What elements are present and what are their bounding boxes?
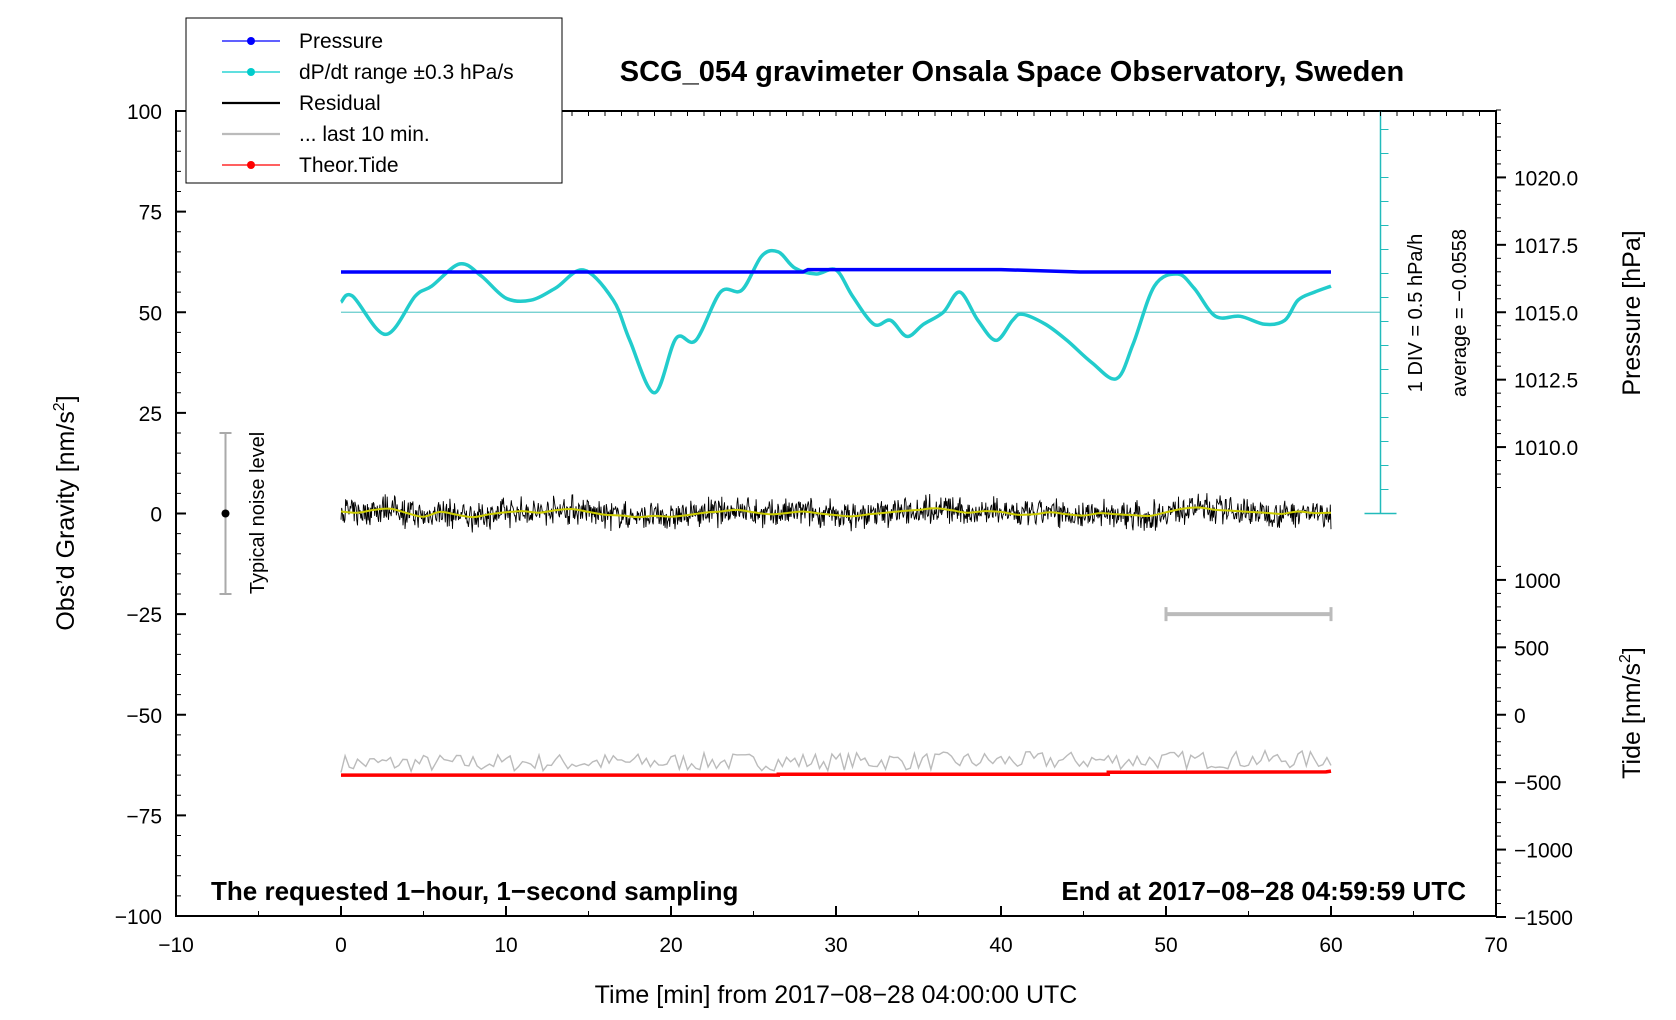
x-tick-label: 30	[824, 934, 847, 957]
pressure-tick-label: 1012.5	[1514, 370, 1578, 393]
tide-tick-label: 0	[1514, 705, 1526, 728]
y-tick-label: 50	[139, 302, 162, 325]
tide-series-line	[341, 769, 1332, 777]
noise-level-indicator	[219, 432, 232, 595]
pressure-tick-label: 1010.0	[1514, 437, 1578, 460]
last-10-min-bracket	[1164, 607, 1333, 622]
y-tick-label: 25	[139, 403, 162, 426]
pressure-tick-label: 1020.0	[1514, 167, 1578, 190]
tide-axis: 1000 500 0 −500 −1000 −1500	[1496, 565, 1573, 930]
tide-tick-label: −1000	[1514, 840, 1573, 863]
tide-tick-label: −500	[1514, 772, 1561, 795]
y-tick-label: −50	[126, 705, 162, 728]
legend-label: ... last 10 min.	[299, 123, 430, 146]
x-tick-label: 60	[1319, 934, 1342, 957]
legend-swatch-marker	[247, 161, 255, 169]
pressure-axis-title: Pressure [hPa]	[1618, 230, 1646, 395]
pressure-tick-label: 1015.0	[1514, 302, 1578, 325]
x-tick-label: 10	[494, 934, 517, 957]
last10-series-line	[340, 748, 1332, 774]
dpdt-average-label: average = −0.0558	[1449, 229, 1471, 397]
noise-level-label: Typical noise level	[247, 432, 269, 594]
y-tick-label: −25	[126, 604, 162, 627]
y-axis-title-main: Obs’d Gravity [nm/s	[52, 411, 80, 631]
y-tick-label: 0	[150, 504, 162, 527]
legend-swatch-marker	[247, 68, 255, 76]
x-tick-label: 0	[335, 934, 347, 957]
tide-tick-label: 500	[1514, 637, 1549, 660]
tide-axis-title: Tide [nm/s2]	[1617, 647, 1646, 779]
series-layer	[339, 248, 1381, 777]
residual-smooth-line	[340, 506, 1332, 519]
tide-axis-title-end: ]	[1618, 647, 1646, 654]
legend-label: Theor.Tide	[299, 154, 399, 177]
y-tick-label: −75	[126, 805, 162, 828]
tide-axis-title-sup: 2	[1617, 654, 1634, 663]
x-tick-label: −10	[158, 934, 194, 957]
x-axis: −10 0 10 20 30 40 50 60 70	[158, 906, 1508, 957]
end-time-note: End at 2017−08−28 04:59:59 UTC	[1061, 876, 1466, 906]
legend-label: Residual	[299, 92, 381, 115]
legend-box	[185, 17, 563, 184]
legend-label: Pressure	[299, 30, 383, 53]
dpdt-scale-label: 1 DIV = 0.5 hPa/h	[1405, 234, 1427, 392]
pressure-axis: 1020.0 1017.5 1015.0 1012.5 1010.0	[1496, 109, 1578, 489]
x-tick-label: 40	[989, 934, 1012, 957]
noise-bar-center-dot	[221, 509, 230, 518]
x-axis-title: Time [min] from 2017−08−28 04:00:00 UTC	[595, 981, 1078, 1009]
pressure-tick-label: 1017.5	[1514, 235, 1578, 258]
y-axis-title-end: ]	[52, 395, 80, 402]
dpdt-scale-axis	[1364, 111, 1397, 515]
y-tick-label: −100	[115, 906, 162, 929]
legend: Pressure dP/dt range ±0.3 hPa/s Residual..…	[185, 17, 563, 184]
x-tick-label: 70	[1484, 934, 1507, 957]
tide-tick-label: 1000	[1514, 570, 1561, 593]
y-tick-label: 100	[127, 101, 162, 124]
y-axis: 100 75 50 25 0 −25 −50 −75 −100	[115, 101, 186, 929]
y-axis-title-sup: 2	[51, 402, 68, 411]
tide-tick-label: −1500	[1514, 907, 1573, 930]
sampling-note: The requested 1−hour, 1−second sampling	[211, 876, 738, 906]
residual-series-line	[340, 493, 1332, 533]
legend-label: dP/dt range ±0.3 hPa/s	[299, 61, 514, 84]
legend-swatch-marker	[247, 37, 255, 45]
x-tick-label: 50	[1154, 934, 1177, 957]
x-tick-label: 20	[659, 934, 682, 957]
dpdt-series-line	[339, 248, 1332, 395]
chart-title: SCG_054 gravimeter Onsala Space Observat…	[620, 56, 1404, 88]
y-axis-title: Obs’d Gravity [nm/s2]	[51, 395, 80, 630]
tide-axis-title-main: Tide [nm/s	[1618, 663, 1646, 779]
pressure-series-line	[341, 267, 1331, 274]
y-tick-label: 75	[139, 202, 162, 225]
